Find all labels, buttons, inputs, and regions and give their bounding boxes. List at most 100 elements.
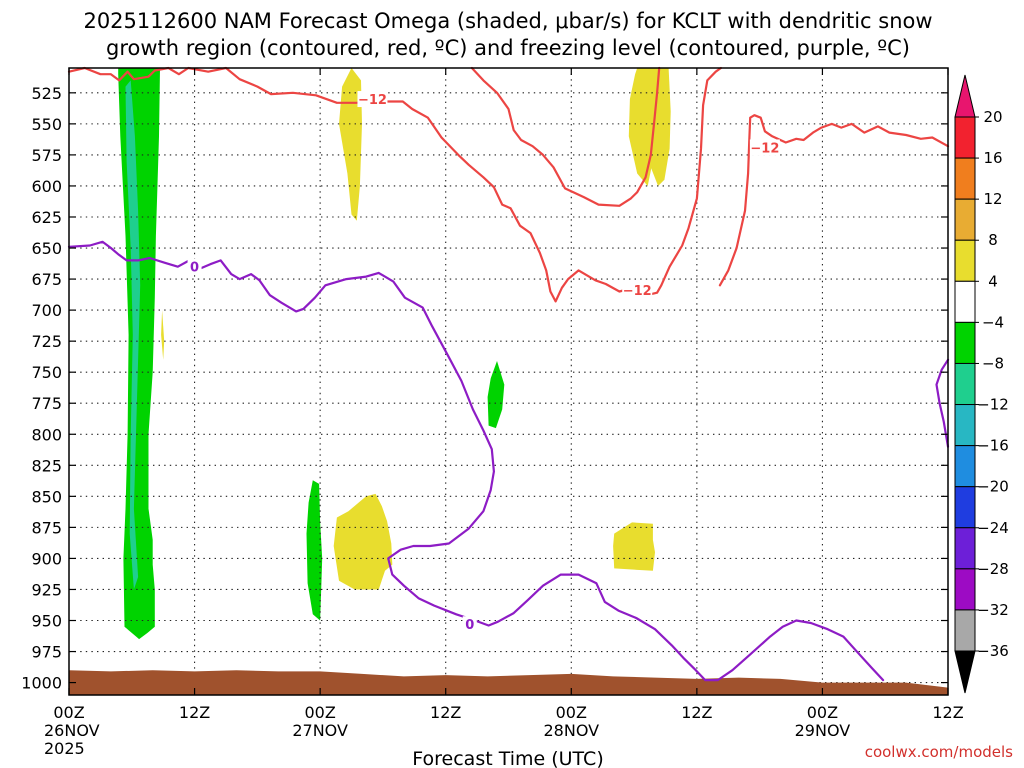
y-tick-label-875: 875 (31, 518, 62, 537)
x-tick-label-60-1: 12Z (681, 703, 712, 722)
x-tick-label-48-2: 28NOV (543, 721, 599, 740)
colorbar-segment-13 (954, 609, 976, 652)
contour-label-1: −12 (358, 93, 387, 108)
omega-region-6 (161, 310, 165, 360)
colorbar-segment-10 (954, 486, 976, 529)
y-tick-label-775: 775 (31, 394, 62, 413)
x-tick-label-0-3: 2025 (44, 739, 85, 758)
contour-label-5: 0 (465, 618, 474, 633)
colorbar-segment-4 (954, 239, 976, 282)
colorbar-label-7: −8 (982, 354, 1004, 372)
contour-label-bg-4 (187, 258, 202, 275)
contour-labels: −12 −12 −12 0 0 (187, 91, 780, 633)
y-tick-label-925: 925 (31, 580, 62, 599)
y-tick-label-1000: 1000 (21, 674, 62, 693)
y-tick-label-850: 850 (31, 487, 62, 506)
colorbar-label-10: −20 (977, 478, 1009, 496)
y-tick-label-750: 750 (31, 363, 62, 382)
x-tick-label-0-1: 00Z (53, 703, 84, 722)
colorbar-segment-1 (954, 116, 976, 159)
freezing-level-0-edge-line (935, 358, 950, 448)
y-tick-label-525: 525 (31, 84, 62, 103)
omega-colorbar: 20 16 12 8 4 −4 −8 −12 −16 −20 −24 −28 −32 −36 (954, 74, 1009, 694)
y-tick-label-625: 625 (31, 208, 62, 227)
colorbar-segment-2 (954, 157, 976, 200)
terrain-layer (69, 670, 948, 695)
colorbar-segment-3 (954, 198, 976, 241)
colorbar-segment-7 (954, 362, 976, 406)
x-tick-label-12-1: 12Z (179, 703, 210, 722)
terrain-fill (69, 670, 948, 695)
plot-frame (68, 67, 949, 696)
omega-region-4 (487, 361, 505, 429)
y-tick-label-600: 600 (31, 177, 62, 196)
chart-title-line-1: 2025112600 NAM Forecast Omega (shaded, μ… (83, 9, 932, 33)
plot-border (68, 67, 949, 696)
x-tick-label-24-1: 00Z (304, 703, 335, 722)
colorbar-label-13: −32 (977, 601, 1009, 619)
plot-area (69, 68, 948, 695)
colorbar-segment-5 (954, 280, 976, 323)
colorbar-label-4: 8 (988, 231, 998, 249)
colorbar-label-6: −4 (982, 313, 1004, 331)
contour-label-3: −12 (750, 141, 779, 156)
y-tick-label-550: 550 (31, 115, 62, 134)
omega-region-5 (339, 68, 362, 221)
x-tick-label-0-2: 26NOV (44, 721, 100, 740)
y-tick-label-650: 650 (31, 239, 62, 258)
colorbar-segment-12 (954, 568, 976, 611)
colorbar-label-14: −36 (977, 642, 1009, 660)
colorbar-segment-8 (954, 404, 976, 447)
contour-label-bg-1 (357, 91, 388, 108)
x-tick-label-72-2: 29NOV (795, 721, 851, 740)
contour-label-bg-5 (462, 616, 477, 633)
colorbar-segment-11 (954, 527, 976, 570)
colorbar-top-arrow (954, 74, 976, 118)
dendritic-growth-minus12-b-line (470, 66, 661, 207)
y-tick-label-725: 725 (31, 332, 62, 351)
dendritic-growth-minus12-a-line (67, 66, 723, 303)
contour-label-2: −12 (623, 284, 652, 299)
y-tick-label-800: 800 (31, 425, 62, 444)
omega-region-7 (333, 493, 393, 590)
colorbar-label-2: 16 (983, 149, 1002, 167)
chart-title-line-2: growth region (contoured, red, ºC) and f… (106, 36, 910, 60)
y-tick-label-825: 825 (31, 456, 62, 475)
plot-background (69, 68, 948, 695)
colorbar-label-11: −24 (977, 519, 1009, 537)
omega-region-1 (118, 68, 160, 640)
colorbar-label-8: −12 (977, 396, 1009, 414)
temperature-contours (67, 66, 950, 682)
colorbar-label-5: 4 (988, 272, 998, 290)
pressure-axis: 525 550 575 600 625 650 675 700 725 750 775 800 825 8… (21, 84, 948, 693)
colorbar-label-9: −16 (977, 437, 1009, 455)
y-tick-label-900: 900 (31, 549, 62, 568)
colorbar-label-3: 12 (983, 190, 1002, 208)
y-tick-label-700: 700 (31, 301, 62, 320)
colorbar-label-1: 20 (983, 108, 1002, 126)
x-axis-title: Forecast Time (UTC) (412, 748, 603, 768)
colorbar-bottom-arrow (954, 650, 976, 694)
y-tick-label-950: 950 (31, 612, 62, 631)
dendritic-growth-minus12-c-line (718, 114, 950, 287)
colorbar-segment-9 (954, 445, 976, 488)
omega-region-2 (125, 80, 141, 590)
x-tick-label-72-1: 00Z (807, 703, 838, 722)
y-tick-label-975: 975 (31, 643, 62, 662)
contour-label-bg-2 (622, 282, 653, 299)
contour-label-bg-3 (749, 139, 780, 156)
colorbar-label-12: −28 (977, 560, 1009, 578)
x-tick-label-36-1: 12Z (430, 703, 461, 722)
freezing-level-0-line (67, 240, 885, 682)
omega-shaded-regions (118, 68, 671, 640)
credit-text[interactable]: coolwx.com/models (865, 743, 1013, 761)
contour-label-4: 0 (190, 261, 199, 276)
colorbar-segment-6 (954, 321, 976, 364)
x-tick-label-24-2: 27NOV (292, 721, 348, 740)
x-tick-label-84-1: 12Z (932, 703, 963, 722)
omega-region-9 (647, 68, 671, 186)
x-tick-label-48-1: 00Z (556, 703, 587, 722)
y-tick-label-575: 575 (31, 146, 62, 165)
